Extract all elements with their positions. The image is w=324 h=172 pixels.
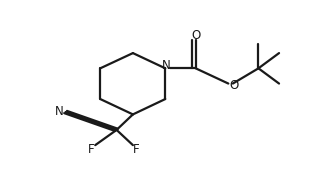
Text: N: N xyxy=(162,58,171,72)
Text: N: N xyxy=(54,105,63,118)
Text: F: F xyxy=(133,143,140,156)
Text: F: F xyxy=(88,143,95,156)
Text: O: O xyxy=(229,79,238,92)
Text: O: O xyxy=(191,29,200,42)
